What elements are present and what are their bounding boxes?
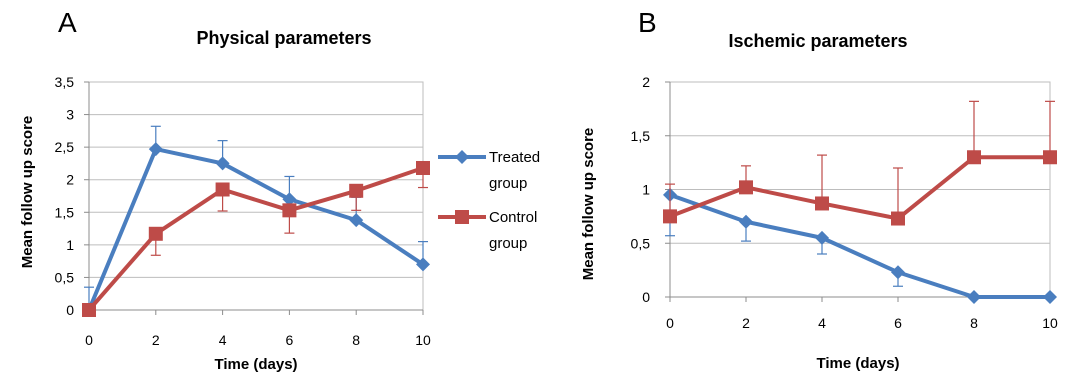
panel-b-title: Ischemic parameters — [728, 31, 907, 51]
panel-b-y-tick-label: 0,5 — [631, 235, 651, 251]
panel-a-legend-item-2-label: Control — [489, 209, 537, 226]
panel-b-y-tick-label: 1 — [642, 182, 650, 198]
panel-b-ylabel: Mean follow up score — [580, 128, 597, 281]
panel-a-series-2-point — [349, 183, 364, 198]
panel-a-y-tick-label: 1,5 — [55, 204, 75, 220]
panel-a-series-2-line — [87, 166, 424, 312]
panel-a-y-tick-label: 1 — [66, 237, 74, 253]
panel-b-series-1-point — [967, 290, 981, 304]
panel-b-series-1-point — [815, 230, 829, 245]
panel-a-y-tick-label: 0 — [66, 302, 74, 318]
panel-b-y-tick-label: 0 — [642, 289, 650, 305]
panel-a-legend-item-1-label: Treated — [489, 149, 540, 166]
panel-a-series-2-point — [82, 303, 96, 317]
panel-b-series-2-point — [815, 196, 829, 211]
panel-a-y-tick-label: 2 — [66, 172, 74, 188]
panel-a-x-tick-label: 2 — [152, 332, 160, 348]
panel-b: B Ischemic parameters Time (days) Mean f… — [580, 7, 1058, 372]
panel-b-series-2-point — [739, 180, 753, 195]
panel-a-legend-item-2-swatch-marker — [455, 210, 469, 224]
panel-b-series-2-point — [967, 150, 981, 165]
panel-b-x-tick-label: 6 — [894, 315, 902, 331]
panel-a-series-2-point — [416, 160, 430, 175]
panel-b-x-tick-label: 8 — [970, 315, 978, 331]
panel-a-series-1-point — [148, 142, 163, 157]
panel-a-title: Physical parameters — [196, 28, 371, 48]
panel-b-xlabel: Time (days) — [816, 355, 899, 372]
panel-a-legend-item-1-swatch-marker — [455, 150, 469, 164]
panel-a-letter: A — [58, 7, 77, 38]
panel-b-y-tick-label: 2 — [642, 74, 650, 90]
panel-b-x-tick-label: 0 — [666, 315, 674, 331]
panel-b-series-2-point — [1043, 150, 1057, 165]
panel-b-series-2-point — [891, 211, 905, 226]
panel-b-y-tick-label: 1,5 — [631, 128, 651, 144]
panel-b-series-2-line — [669, 155, 1050, 221]
panel-a-series-1-line — [87, 147, 425, 311]
panel-a-y-tick-label: 2,5 — [55, 139, 75, 155]
panel-b-series-2-point — [663, 209, 677, 224]
panel-a-x-tick-label: 6 — [286, 332, 294, 348]
panel-a-series-2-point — [148, 226, 163, 241]
panel-a-legend-item-1-label: group — [489, 175, 527, 192]
panel-a-x-tick-label: 4 — [219, 332, 227, 348]
panel-b-series-1-point — [739, 214, 753, 229]
panel-a-xlabel: Time (days) — [214, 356, 297, 373]
panel-a-y-tick-label: 3,5 — [55, 74, 75, 90]
panel-b-series-1-line — [669, 192, 1050, 299]
panel-a-series-2-point — [215, 182, 230, 197]
panel-b-series-1-point — [1043, 290, 1057, 304]
panel-a-series-1-point — [282, 192, 297, 207]
panel-a-x-tick-label: 10 — [415, 332, 431, 348]
panel-b-x-tick-label: 2 — [742, 315, 750, 331]
panel-a-legend-item-2-label: group — [489, 235, 527, 252]
panel-a-plot-area — [88, 81, 424, 311]
panel-a-series-2-point — [282, 203, 297, 218]
panel-a-x-tick-label: 0 — [85, 332, 93, 348]
panel-a-series-1-point — [416, 257, 430, 272]
panel-a-y-tick-label: 0,5 — [55, 269, 75, 285]
panel-a-series-1-point — [215, 156, 230, 171]
panel-a-x-tick-label: 8 — [352, 332, 360, 348]
panel-a-y-tick-label: 3 — [66, 107, 74, 123]
panel-b-letter: B — [638, 7, 657, 38]
panel-b-x-tick-label: 4 — [818, 315, 826, 331]
panel-a: A Physical parameters Time (days) Mean f… — [19, 7, 540, 373]
panel-b-series-1-point — [891, 265, 905, 280]
panel-b-x-tick-label: 10 — [1042, 315, 1058, 331]
panel-a-legend: Treated group Control group — [438, 149, 540, 252]
panel-a-series-1-point — [349, 213, 364, 228]
panel-a-ylabel: Mean follow up score — [19, 116, 36, 269]
